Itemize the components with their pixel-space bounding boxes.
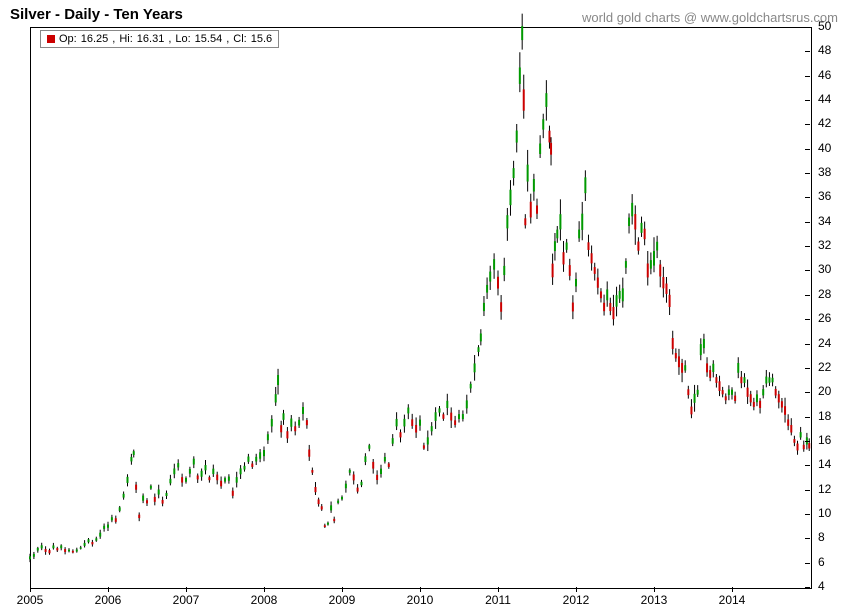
x-tick-mark: [108, 587, 109, 592]
x-tick-mark: [576, 587, 577, 592]
y-tick-label: 6: [818, 555, 825, 569]
x-tick-label: 2008: [251, 593, 278, 607]
y-tick-mark: [805, 465, 810, 466]
y-tick-mark: [805, 246, 810, 247]
y-tick-label: 12: [818, 482, 831, 496]
y-tick-label: 4: [818, 579, 825, 593]
y-tick-label: 14: [818, 457, 831, 471]
y-tick-label: 22: [818, 360, 831, 374]
y-tick-mark: [805, 100, 810, 101]
y-tick-mark: [805, 173, 810, 174]
x-tick-label: 2005: [17, 593, 44, 607]
y-tick-label: 36: [818, 189, 831, 203]
x-tick-label: 2006: [95, 593, 122, 607]
y-tick-label: 42: [818, 116, 831, 130]
y-tick-mark: [805, 319, 810, 320]
y-tick-label: 48: [818, 43, 831, 57]
y-tick-mark: [805, 368, 810, 369]
price-series: [0, 0, 850, 616]
y-tick-mark: [805, 538, 810, 539]
y-tick-mark: [805, 490, 810, 491]
y-tick-label: 8: [818, 530, 825, 544]
y-tick-mark: [805, 295, 810, 296]
x-tick-label: 2013: [641, 593, 668, 607]
x-tick-mark: [732, 587, 733, 592]
chart-container: Silver - Daily - Ten Years world gold ch…: [0, 0, 850, 616]
y-tick-mark: [805, 587, 810, 588]
y-tick-mark: [805, 441, 810, 442]
y-tick-label: 10: [818, 506, 831, 520]
x-tick-mark: [186, 587, 187, 592]
x-tick-label: 2010: [407, 593, 434, 607]
y-tick-mark: [805, 222, 810, 223]
x-tick-label: 2009: [329, 593, 356, 607]
y-tick-mark: [805, 27, 810, 28]
y-tick-mark: [805, 514, 810, 515]
y-tick-mark: [805, 270, 810, 271]
x-tick-label: 2014: [719, 593, 746, 607]
y-tick-mark: [805, 124, 810, 125]
x-tick-mark: [420, 587, 421, 592]
y-tick-label: 38: [818, 165, 831, 179]
y-tick-mark: [805, 417, 810, 418]
x-tick-label: 2011: [485, 593, 511, 607]
x-tick-label: 2007: [173, 593, 200, 607]
y-tick-label: 26: [818, 311, 831, 325]
y-tick-label: 50: [818, 19, 831, 33]
y-tick-mark: [805, 149, 810, 150]
x-tick-mark: [654, 587, 655, 592]
y-tick-mark: [805, 344, 810, 345]
x-tick-mark: [342, 587, 343, 592]
y-tick-label: 44: [818, 92, 831, 106]
y-tick-mark: [805, 76, 810, 77]
x-tick-label: 2012: [563, 593, 590, 607]
y-tick-label: 20: [818, 384, 831, 398]
y-tick-label: 40: [818, 141, 831, 155]
y-tick-label: 18: [818, 409, 831, 423]
y-tick-label: 28: [818, 287, 831, 301]
x-tick-mark: [30, 587, 31, 592]
x-tick-mark: [264, 587, 265, 592]
y-tick-label: 32: [818, 238, 831, 252]
y-tick-label: 16: [818, 433, 831, 447]
y-tick-label: 34: [818, 214, 831, 228]
y-tick-label: 46: [818, 68, 831, 82]
x-tick-mark: [498, 587, 499, 592]
y-tick-mark: [805, 392, 810, 393]
y-tick-label: 24: [818, 336, 831, 350]
y-tick-label: 30: [818, 262, 831, 276]
y-tick-mark: [805, 197, 810, 198]
y-tick-mark: [805, 51, 810, 52]
y-tick-mark: [805, 563, 810, 564]
